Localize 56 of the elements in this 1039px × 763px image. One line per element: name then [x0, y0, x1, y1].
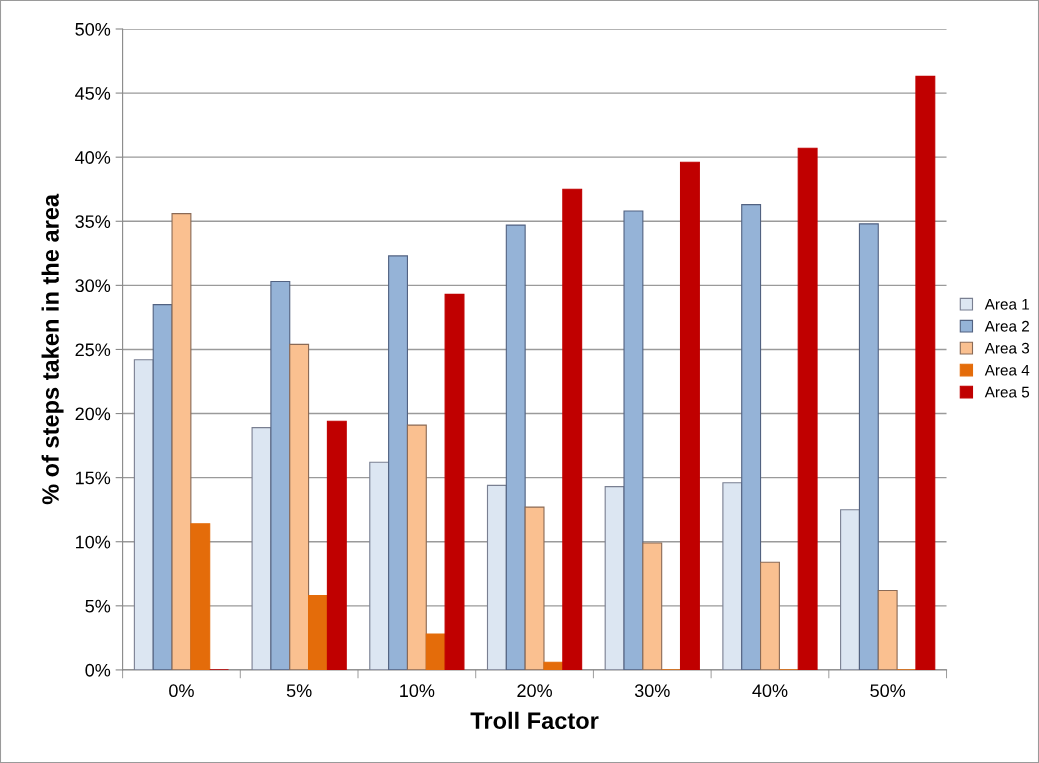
bar [858, 223, 879, 670]
y-tick-label: 10% [76, 535, 111, 549]
y-tick-label: 25% [75, 343, 111, 357]
bar [797, 147, 818, 670]
legend-label: Area 4 [984, 364, 1030, 376]
bar [425, 633, 446, 670]
x-tick-label: 50% [870, 684, 906, 698]
bar [133, 359, 154, 670]
x-tick-label: 30% [634, 684, 670, 698]
bar [406, 424, 427, 670]
x-tick-label: 10% [400, 684, 435, 698]
bar [326, 420, 347, 670]
legend-label: Area 5 [984, 386, 1030, 398]
x-tick-label: 5% [286, 684, 312, 698]
y-tick-label: 15% [76, 471, 111, 485]
bar [915, 75, 936, 670]
bar [388, 255, 409, 670]
x-tick-label: 20% [517, 684, 552, 698]
x-tick-label: 0% [169, 684, 194, 698]
bar [289, 343, 310, 670]
bar [562, 188, 583, 670]
bar [152, 304, 173, 670]
y-tick-label: 0% [85, 663, 111, 677]
bar [369, 461, 390, 670]
bar [543, 661, 564, 670]
bar [604, 486, 625, 670]
bar [444, 293, 465, 670]
bar [486, 484, 507, 670]
legend-label: Area 1 [984, 299, 1029, 310]
bar [840, 509, 860, 670]
y-tick-label: 30% [75, 279, 111, 293]
bar [741, 204, 762, 670]
x-axis-title: Troll Factor [470, 711, 599, 730]
bar [190, 523, 211, 670]
bar [722, 482, 743, 670]
bar [642, 542, 663, 670]
bar [524, 506, 545, 670]
y-axis-title: % of steps taken in the area [41, 193, 64, 505]
y-tick-label: 35% [75, 215, 111, 228]
y-tick-label: 40% [75, 151, 111, 164]
legend-label: Area 2 [984, 320, 1029, 332]
bar [760, 561, 780, 670]
bar [308, 595, 328, 670]
x-tick-label: 40% [752, 684, 788, 698]
bar [270, 280, 291, 670]
bar [171, 213, 192, 670]
y-tick-label: 20% [75, 407, 111, 421]
bar [623, 210, 644, 670]
y-tick-label: 50% [75, 22, 111, 36]
bar [505, 224, 526, 670]
bar [877, 589, 898, 670]
y-tick-label: 45% [75, 87, 111, 100]
bar [251, 427, 272, 670]
bar [679, 161, 700, 670]
y-tick-label: 5% [85, 599, 111, 613]
legend-label: Area 3 [984, 342, 1030, 354]
